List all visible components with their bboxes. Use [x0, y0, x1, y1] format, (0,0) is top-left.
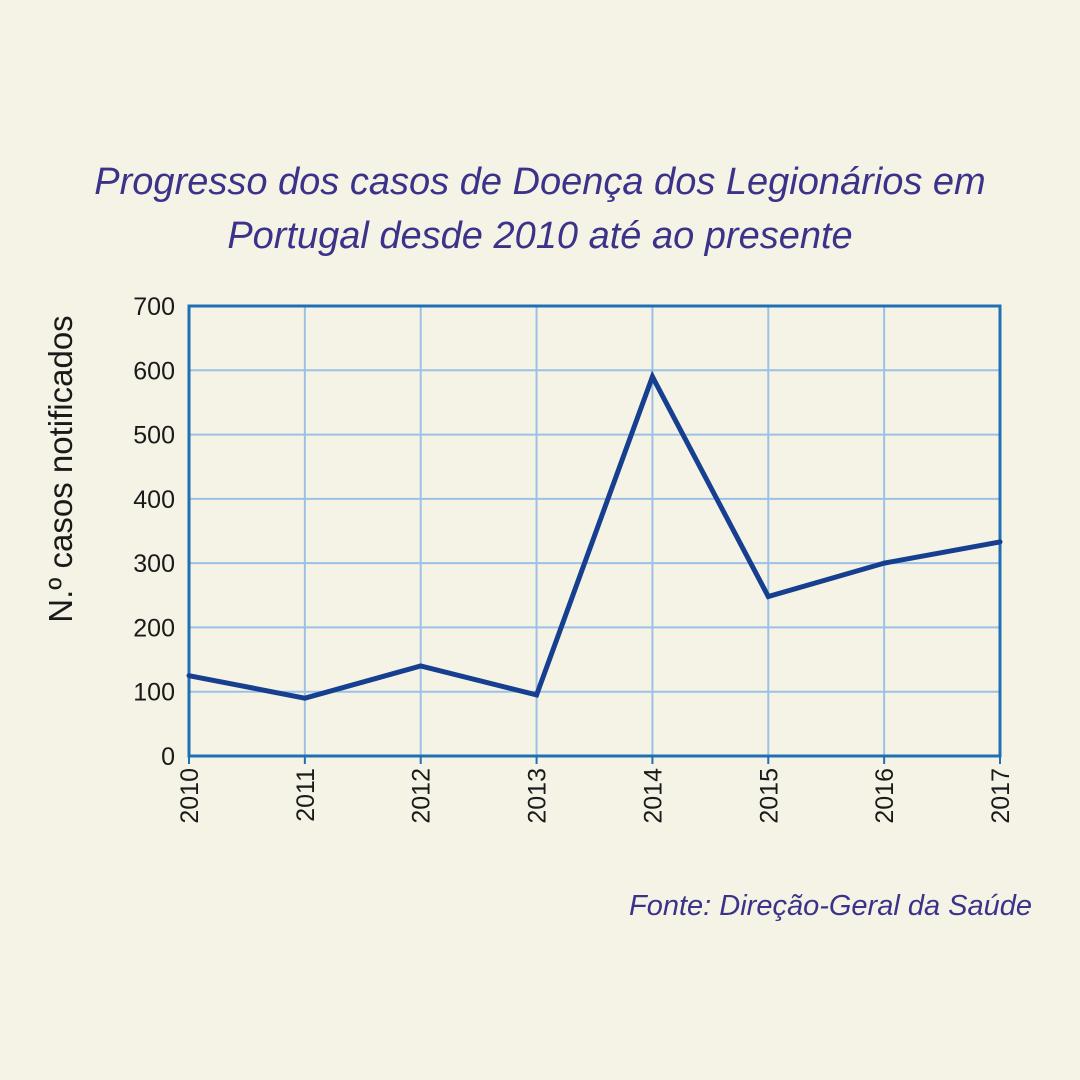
- y-tick-label: 600: [133, 357, 175, 385]
- data-point: [186, 673, 192, 679]
- data-point: [881, 560, 887, 566]
- x-tick-label: 2013: [524, 768, 552, 824]
- y-axis-ticks: 0 100 200 300 400 500 600 700: [133, 293, 175, 771]
- series-line: [188, 370, 1001, 701]
- x-tick-label: 2010: [176, 768, 204, 824]
- data-point: [534, 692, 540, 698]
- y-tick-label: 100: [133, 679, 175, 707]
- data-point: [765, 594, 771, 600]
- y-tick-label: 200: [133, 614, 175, 642]
- x-axis-ticks: 2010 2011 2012 2013 2014 2015 2016 2017: [176, 756, 1015, 824]
- data-point: [418, 663, 424, 669]
- plot-frame: [187, 304, 1002, 758]
- x-tick-label: 2017: [987, 768, 1015, 824]
- y-tick-label: 0: [161, 743, 175, 771]
- y-tick-label: 500: [133, 422, 175, 450]
- data-point: [302, 695, 308, 701]
- data-point: [997, 539, 1003, 545]
- x-tick-label: 2012: [408, 768, 436, 824]
- source-note: Fonte: Direção-Geral da Saúde: [629, 890, 1032, 922]
- x-tick-label: 2014: [639, 768, 667, 824]
- y-tick-label: 400: [133, 486, 175, 514]
- chart-title-line-1: Progresso dos casos de Doença dos Legion…: [94, 161, 986, 203]
- x-tick-label: 2015: [755, 768, 783, 824]
- series-layer: [186, 370, 1003, 701]
- data-point: [649, 374, 655, 380]
- y-axis-label: N.º casos notificados: [42, 315, 79, 622]
- y-tick-label: 700: [133, 293, 175, 321]
- chart-title: Progresso dos casos de Doença dos Legion…: [0, 155, 1080, 263]
- y-tick-label: 300: [133, 550, 175, 578]
- x-tick-label: 2011: [292, 768, 320, 822]
- grid-lines: [189, 306, 1000, 756]
- chart-title-line-2: Portugal desde 2010 até ao presente: [227, 215, 853, 257]
- x-tick-label: 2016: [871, 768, 899, 824]
